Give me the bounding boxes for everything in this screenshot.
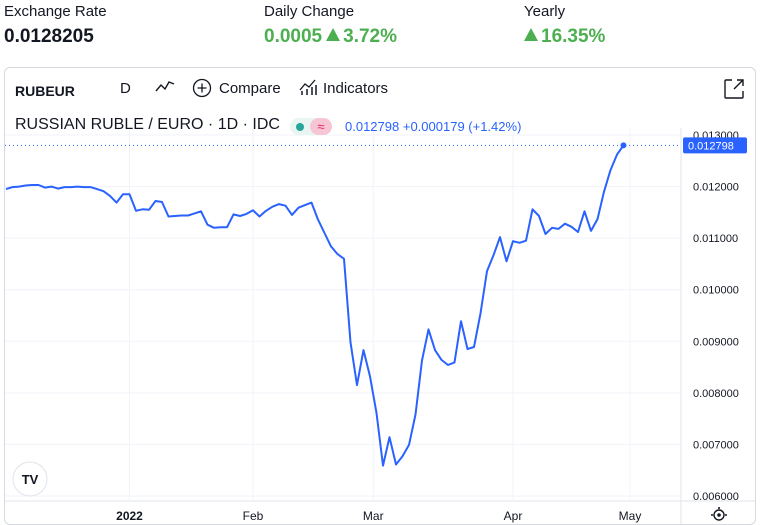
last-price-badge: 0.012798: [683, 137, 747, 154]
y-tick-label: 0.008000: [693, 388, 739, 400]
chart-widget: RUBEUR D Compare Indicators 0.013000 0.01…: [4, 67, 756, 525]
chart-toolbar: RUBEUR D Compare Indicators: [5, 68, 755, 110]
yearly-label: Yearly: [524, 3, 566, 20]
fullscreen-icon[interactable]: [723, 78, 745, 100]
y-tick-label: 0.006000: [693, 491, 739, 503]
daily-change-stat: Daily Change 0.0005 3.72%: [264, 3, 397, 49]
interval-button[interactable]: D: [120, 80, 131, 97]
indicators-button[interactable]: Indicators: [323, 80, 389, 97]
exchange-rate-value: 0.0128205: [4, 26, 94, 47]
price-chart[interactable]: 0.0130000.0120000.0110000.0100000.009000…: [5, 68, 755, 524]
yearly-stat: Yearly 16.35%: [524, 3, 605, 49]
y-tick-label: 0.011000: [693, 233, 738, 245]
daily-change-value: 0.0005: [264, 26, 323, 47]
y-tick-label: 0.009000: [693, 336, 739, 348]
daily-change-percent: 3.72%: [343, 26, 397, 47]
chart-type-icon[interactable]: [155, 77, 175, 97]
x-tick-label: Feb: [243, 509, 264, 523]
y-tick-label: 0.010000: [693, 285, 739, 297]
legend-last-value: 0.012798: [345, 119, 400, 134]
daily-change-label: Daily Change: [264, 3, 355, 20]
exchange-rate-label: Exchange Rate: [4, 3, 107, 20]
x-tick-label: 2022: [116, 509, 143, 523]
x-tick-label: Mar: [363, 509, 384, 523]
daily-change-value-row: 0.0005 3.72%: [264, 25, 397, 49]
up-arrow-icon: [524, 28, 538, 41]
y-tick-label: 0.007000: [693, 439, 739, 451]
tradingview-logo: TV: [12, 461, 48, 497]
yearly-value-row: 16.35%: [524, 25, 605, 49]
x-tick-label: Apr: [504, 509, 523, 523]
legend-value: 0.012798 +0.000179 (+1.42%): [345, 119, 521, 134]
stats-header: Exchange Rate 0.0128205 Daily Change 0.0…: [0, 0, 764, 60]
status-dot-icon: [296, 123, 304, 131]
legend-change: +0.000179 (+1.42%): [402, 119, 522, 134]
exchange-rate-stat: Exchange Rate 0.0128205: [4, 3, 107, 49]
svg-text:TV: TV: [22, 472, 39, 487]
last-price-dot: [620, 142, 627, 149]
wave-icon: ≈: [310, 118, 332, 135]
compare-button[interactable]: Compare: [219, 80, 281, 97]
x-tick-label: May: [619, 509, 642, 523]
price-series-line: [5, 144, 625, 467]
yearly-percent: 16.35%: [541, 26, 606, 47]
last-price-label: 0.012798: [688, 140, 734, 152]
up-arrow-icon: [326, 28, 341, 41]
settings-gear-icon[interactable]: [711, 507, 727, 521]
legend-pill[interactable]: ≈: [290, 118, 332, 135]
compare-icon[interactable]: [192, 78, 212, 98]
legend-title: RUSSIAN RUBLE / EURO · 1D · IDC: [15, 116, 280, 133]
symbol-label[interactable]: RUBEUR: [15, 83, 75, 99]
y-tick-label: 0.012000: [693, 182, 739, 194]
indicators-icon[interactable]: [298, 77, 318, 97]
